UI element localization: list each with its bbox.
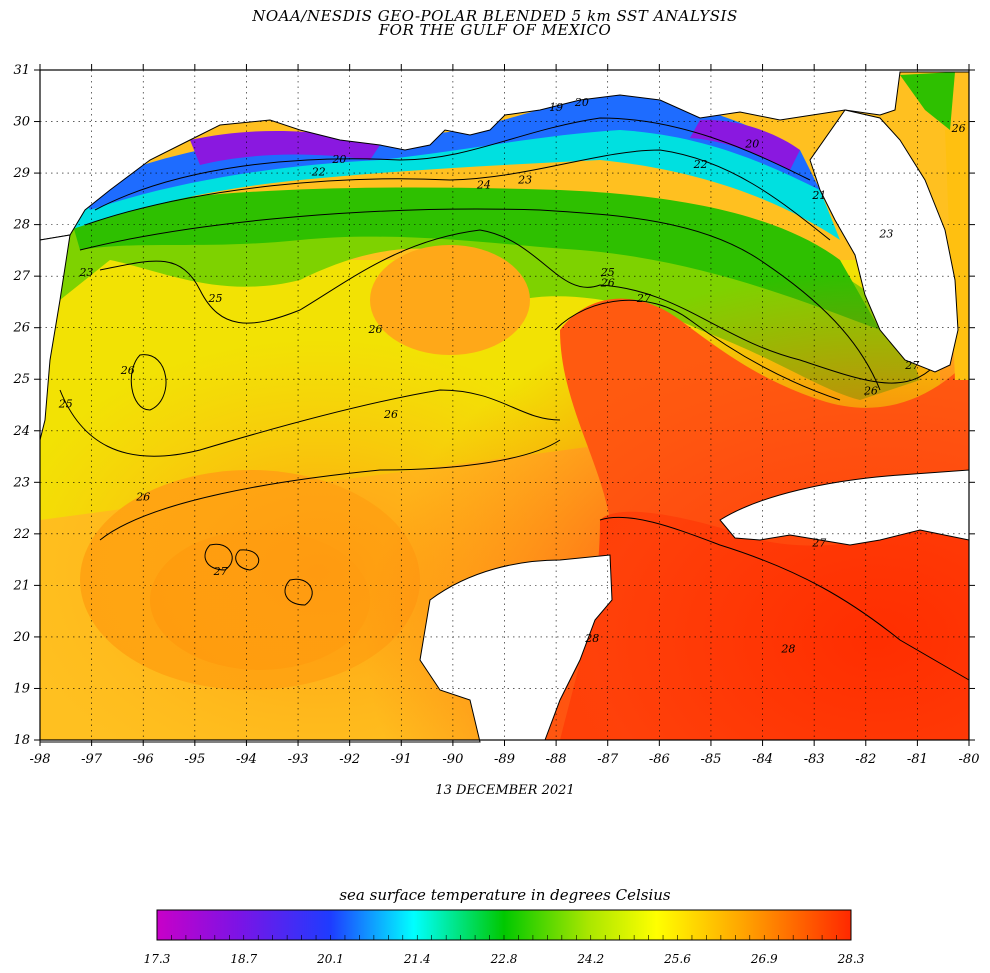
lon-tick-label: -90 [442,752,463,767]
lat-tick-label: 21 [12,578,30,593]
lon-tick-label: -86 [649,752,670,767]
lon-tick-label: -91 [391,752,412,767]
colorbar-label: 28.3 [837,952,865,966]
colorbar-label: 18.7 [230,952,257,966]
contour-label: 26 [383,408,398,421]
contour-label: 24 [476,179,491,192]
contour-label: 25 [58,398,73,411]
colorbar-label: 26.9 [750,952,778,966]
contour-label: 26 [951,122,966,135]
colorbar-label: 24.2 [576,952,604,966]
contour-label: 26 [863,385,878,398]
contour-label: 19 [549,101,563,114]
lon-tick-label: -82 [855,752,876,767]
lat-lon-grid [40,70,969,740]
contour-label: 21 [811,189,826,202]
lon-tick-label: -93 [288,752,309,767]
colorbar-label: 21.4 [403,952,431,966]
contour-label: 28 [584,632,599,645]
contour-label: 20 [744,137,759,150]
colorbar-ticks: 17.3 18.7 20.1 21.4 22.8 24.2 25.6 26.9 28.3 [144,935,865,966]
contour-label: 25 [600,266,615,279]
lat-tick-label: 19 [13,681,30,696]
lon-tick-label: -94 [236,752,257,767]
lat-tick-label: 31 [13,63,30,78]
contour-label: 22 [693,158,708,171]
lon-tick-label: -84 [752,752,773,767]
contour-label: 26 [135,490,150,503]
lon-tick-label: -95 [184,752,205,767]
lon-tick-label: -80 [959,752,980,767]
analysis-date: 13 DECEMBER 2021 [435,783,575,798]
lat-tick-label: 29 [12,166,30,181]
contour-label: 20 [331,153,346,166]
lon-tick-label: -96 [133,752,154,767]
contour-label: 28 [780,642,795,655]
lat-tick-label: 23 [12,475,30,490]
lon-tick-label: -97 [81,752,103,767]
lat-tick-label: 26 [12,321,30,336]
contour-label: 23 [878,228,893,241]
contour-label: 23 [78,266,93,279]
lat-tick-label: 22 [12,527,30,542]
map-title: NOAA/NESDIS GEO-POLAR BLENDED 5 km SST A… [252,7,738,25]
lon-tick-label: -87 [597,752,619,767]
colorbar-label: 17.3 [144,952,171,966]
lat-tick-label: 24 [12,424,30,439]
colorbar-label: 20.1 [316,952,344,966]
lon-tick-label: -89 [494,752,515,767]
lat-tick-label: 30 [13,115,30,130]
lat-tick-label: 27 [12,269,30,284]
colorbar-title: sea surface temperature in degrees Celsi… [339,886,671,904]
contour-label: 22 [311,166,326,179]
lat-tick-label: 20 [12,630,30,645]
land [39,69,970,743]
lon-tick-label: -83 [804,752,825,767]
contour-label: 23 [517,173,532,186]
colorbar-label: 25.6 [663,952,691,966]
lat-tick-label: 28 [12,218,30,233]
lat-tick-label: 18 [13,733,30,748]
axes: -98 -97 -96 -95 -94 -93 -92 -91 -90 -89 -88 -87 -86 -… [12,63,979,767]
lon-tick-label: -81 [907,752,928,767]
lon-tick-label: -88 [546,752,567,767]
lon-tick-label: -92 [339,752,360,767]
colorbar: 17.3 18.7 20.1 21.4 22.8 24.2 25.6 26.9 28.3 [144,909,865,966]
contour-label: 26 [120,364,135,377]
contour-label: 20 [574,96,589,109]
lon-tick-label: -98 [30,752,51,767]
contour-label: 25 [207,292,222,305]
contour-label: 26 [600,276,615,289]
contour-lines [59,117,970,681]
contour-label: 27 [636,292,651,305]
lat-tick-label: 25 [12,372,30,387]
contour-label: 27 [904,359,919,372]
contour-label: 27 [213,565,228,578]
contour-label: 26 [367,323,382,336]
map-subtitle: FOR THE GULF OF MEXICO [378,21,612,39]
lon-tick-label: -85 [700,752,721,767]
colorbar-label: 22.8 [490,952,518,966]
contour-label: 27 [811,537,826,550]
